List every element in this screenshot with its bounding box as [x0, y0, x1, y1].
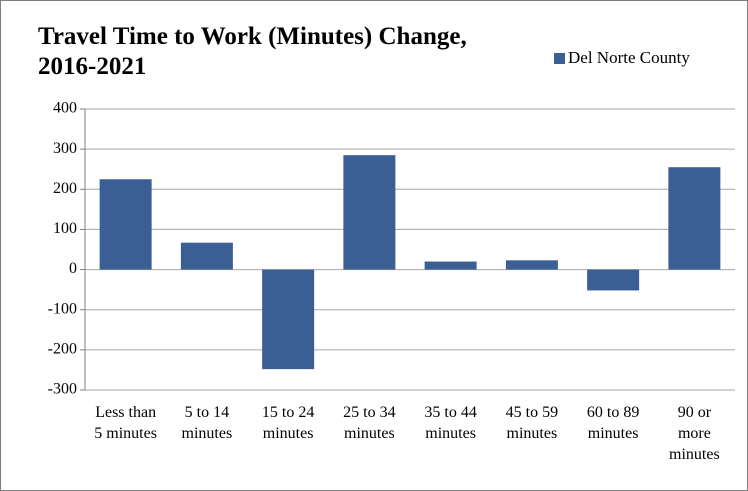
y-tick-label: -300 [48, 381, 77, 398]
y-tick-label: 300 [53, 140, 77, 157]
y-tick-label: 0 [69, 260, 77, 277]
x-tick-label: 5 to 14 minutes [181, 404, 233, 442]
bar [587, 269, 640, 291]
legend-label: Del Norte County [568, 48, 690, 67]
bar [180, 242, 233, 270]
bar [99, 179, 152, 270]
y-tick-label: 100 [53, 220, 77, 237]
x-tick-label: 15 to 24 minutes [261, 404, 315, 442]
bar [505, 260, 558, 270]
x-tick-label: 90 or more minutes [669, 404, 720, 463]
x-tick-label: 35 to 44 minutes [424, 404, 477, 442]
bar [343, 155, 396, 270]
x-tick-label: Less than 5 minutes [94, 404, 157, 442]
y-tick-label: 400 [53, 100, 77, 117]
legend: Del Norte County [554, 48, 690, 68]
x-tick-label: 60 to 89 minutes [586, 404, 640, 442]
bar [668, 167, 721, 270]
legend-swatch [554, 52, 565, 64]
x-tick-label: 25 to 34 minutes [343, 404, 396, 442]
bar [424, 261, 477, 270]
y-tick-label: -100 [48, 300, 77, 317]
y-tick-label: 200 [53, 180, 77, 197]
x-tick-label: 45 to 59 minutes [505, 404, 559, 442]
chart-title: Travel Time to Work (Minutes) Change, 20… [38, 23, 467, 80]
y-tick-label: -200 [48, 341, 77, 358]
bar [262, 269, 315, 370]
